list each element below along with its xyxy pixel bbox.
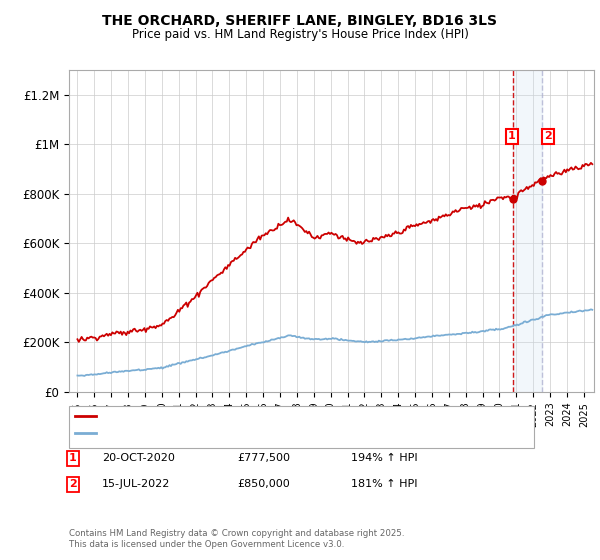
Text: 2: 2: [69, 479, 77, 489]
Text: Contains HM Land Registry data © Crown copyright and database right 2025.
This d: Contains HM Land Registry data © Crown c…: [69, 529, 404, 549]
Text: 1: 1: [508, 132, 515, 141]
Text: Price paid vs. HM Land Registry's House Price Index (HPI): Price paid vs. HM Land Registry's House …: [131, 28, 469, 41]
Text: 2: 2: [544, 132, 551, 141]
Text: THE ORCHARD, SHERIFF LANE, BINGLEY, BD16 3LS (detached house): THE ORCHARD, SHERIFF LANE, BINGLEY, BD16…: [102, 411, 461, 421]
Text: £777,500: £777,500: [237, 453, 290, 463]
Text: 194% ↑ HPI: 194% ↑ HPI: [351, 453, 418, 463]
Text: 20-OCT-2020: 20-OCT-2020: [102, 453, 175, 463]
Text: THE ORCHARD, SHERIFF LANE, BINGLEY, BD16 3LS: THE ORCHARD, SHERIFF LANE, BINGLEY, BD16…: [103, 14, 497, 28]
Bar: [513, 70, 542, 392]
Text: 1: 1: [69, 453, 77, 463]
Text: £850,000: £850,000: [237, 479, 290, 489]
Text: 15-JUL-2022: 15-JUL-2022: [102, 479, 170, 489]
Text: 181% ↑ HPI: 181% ↑ HPI: [351, 479, 418, 489]
Text: HPI: Average price, detached house, Bradford: HPI: Average price, detached house, Brad…: [102, 428, 340, 438]
